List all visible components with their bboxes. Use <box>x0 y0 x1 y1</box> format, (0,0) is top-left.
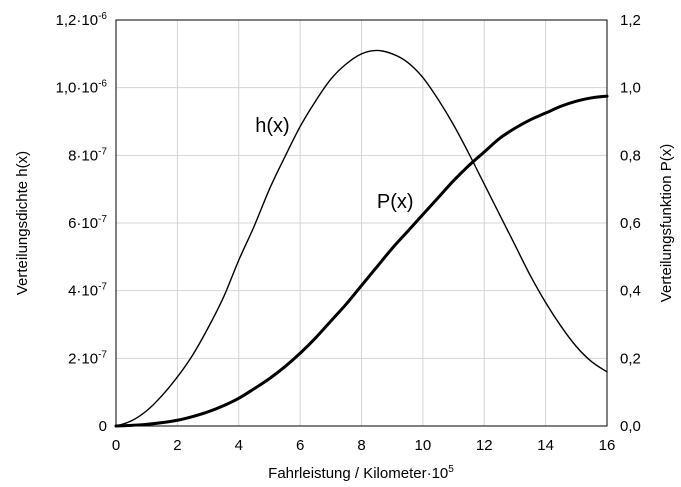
y-left-tick-label: 1,2·10-6 <box>56 11 108 29</box>
y-right-tick-label: 0,6 <box>620 215 641 232</box>
y-left-tick-label: 6·10-7 <box>68 214 107 232</box>
y-axis-right-title: Verteilungsfunktion P(x) <box>658 144 675 302</box>
y-left-tick-label: 2·10-7 <box>68 349 107 367</box>
y-right-tick-label: 1,0 <box>620 80 641 97</box>
x-axis-title: Fahrleistung / Kilometer·105 <box>268 464 454 482</box>
series-line-h <box>115 49 608 427</box>
grid <box>116 20 607 426</box>
y-left-tick-label: 4·10-7 <box>68 282 107 300</box>
series-line-p <box>114 94 609 428</box>
x-tick-label: 6 <box>296 437 304 454</box>
plot-frame <box>115 19 608 427</box>
x-tick-label: 10 <box>415 437 432 454</box>
y-right-tick-label: 1,2 <box>620 12 641 29</box>
y-right-tick-label: 0,8 <box>620 147 641 164</box>
curve-labels: h(x) P(x) <box>255 115 413 213</box>
curve-label: h(x) <box>255 115 289 137</box>
x-tick-label: 2 <box>173 437 181 454</box>
x-tick-label: 8 <box>357 437 365 454</box>
y-right-tick-label: 0,4 <box>620 283 641 300</box>
y-right-tick-label: 0,0 <box>620 418 641 435</box>
x-tick-label: 16 <box>599 437 616 454</box>
series-lines <box>114 49 609 428</box>
x-tick-label: 4 <box>235 437 243 454</box>
y-left-tick-label: 0 <box>99 418 107 435</box>
curve-label: P(x) <box>377 191 414 213</box>
x-tick-label: 0 <box>112 437 120 454</box>
y-left-tick-label: 1,0·10-6 <box>56 79 108 97</box>
y-right-tick-label: 0,2 <box>620 350 641 367</box>
y-left-tick-label: 8·10-7 <box>68 146 107 164</box>
x-tick-label: 14 <box>537 437 554 454</box>
y-axis-left-title: Verteilungsdichte h(x) <box>14 151 31 295</box>
tick-labels: 0 2 4 6 8 10 12 14 16 0 2·10-7 4·10-7 6·10-7 8·10-7 1,… <box>56 11 641 454</box>
x-tick-label: 12 <box>476 437 493 454</box>
